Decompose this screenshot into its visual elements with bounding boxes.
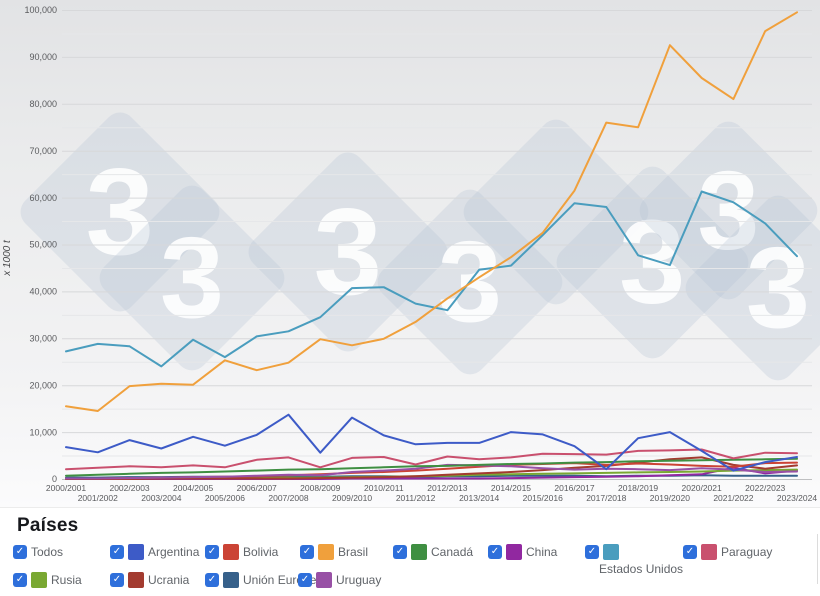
legend-label-china: China bbox=[526, 545, 558, 559]
legend-item-rusia[interactable]: ✓ Rusia bbox=[13, 571, 82, 589]
legend-label-bolivia: Bolivia bbox=[243, 545, 279, 559]
color-swatch-union-europea bbox=[223, 572, 239, 588]
y-tick-label: 20,000 bbox=[29, 380, 57, 390]
x-tick-label: 2016/2017 bbox=[554, 483, 594, 493]
x-tick-label: 2001/2002 bbox=[78, 493, 118, 503]
checkbox-todos[interactable]: ✓ bbox=[13, 545, 27, 559]
color-swatch-canada bbox=[411, 544, 427, 560]
x-tick-label: 2018/2019 bbox=[618, 483, 658, 493]
legend-item-canada[interactable]: ✓ Canadá bbox=[393, 543, 473, 561]
x-tick-label: 2019/2020 bbox=[650, 493, 690, 503]
y-axis-unit-label: x 1000 t bbox=[2, 239, 13, 277]
legend-title: Países bbox=[17, 515, 79, 536]
x-tick-label: 2008/2009 bbox=[300, 483, 340, 493]
y-tick-label: 90,000 bbox=[29, 52, 57, 62]
legend-label-brasil: Brasil bbox=[338, 545, 369, 559]
legend-label-rusia: Rusia bbox=[51, 573, 82, 587]
gridlines bbox=[62, 10, 812, 480]
x-tick-label: 2020/2021 bbox=[682, 483, 722, 493]
line-canada bbox=[65, 457, 798, 477]
y-tick-label: 60,000 bbox=[29, 193, 57, 203]
checkbox-estados-unidos[interactable]: ✓ bbox=[585, 545, 599, 559]
x-tick-label: 2012/2013 bbox=[427, 483, 467, 493]
legend-item-estados-unidos[interactable]: ✓ Estados Unidos bbox=[585, 543, 820, 576]
y-tick-label: 50,000 bbox=[29, 240, 57, 250]
x-tick-label: 2011/2012 bbox=[396, 493, 436, 503]
y-axis-ticks: 0 10,000 20,000 30,000 40,000 50,000 60,000 70,… bbox=[24, 5, 57, 484]
legend-item-bolivia[interactable]: ✓ Bolivia bbox=[205, 543, 278, 561]
legend-item-argentina[interactable]: ✓ Argentina bbox=[110, 543, 199, 561]
color-swatch-argentina bbox=[128, 544, 144, 560]
x-tick-label: 2022/2023 bbox=[745, 483, 785, 493]
y-tick-label: 80,000 bbox=[29, 99, 57, 109]
x-tick-label: 2014/2015 bbox=[491, 483, 531, 493]
line-argentina bbox=[65, 413, 798, 472]
x-tick-label: 2023/2024 bbox=[777, 493, 817, 503]
line-estados-unidos bbox=[65, 190, 798, 368]
checkbox-argentina[interactable]: ✓ bbox=[110, 545, 124, 559]
x-tick-label: 2005/2006 bbox=[205, 493, 245, 503]
x-tick-label: 2010/2011 bbox=[364, 483, 404, 493]
y-tick-label: 40,000 bbox=[29, 287, 57, 297]
checkbox-union-europea[interactable]: ✓ bbox=[205, 573, 219, 587]
legend-scrollbar bbox=[817, 534, 818, 584]
legend-label-canada: Canadá bbox=[431, 545, 474, 559]
x-tick-label: 2000/2001 bbox=[46, 483, 86, 493]
x-tick-label: 2003/2004 bbox=[141, 493, 181, 503]
checkbox-uruguay[interactable]: ✓ bbox=[298, 573, 312, 587]
line-ucrania bbox=[65, 456, 798, 480]
checkbox-paraguay[interactable]: ✓ bbox=[683, 545, 697, 559]
legend-item-china[interactable]: ✓ China bbox=[488, 543, 557, 561]
color-swatch-paraguay bbox=[701, 544, 717, 560]
color-swatch-brasil bbox=[318, 544, 334, 560]
legend-item-ucrania[interactable]: ✓ Ucrania bbox=[110, 571, 189, 589]
color-swatch-uruguay bbox=[316, 572, 332, 588]
line-paraguay bbox=[65, 448, 798, 471]
y-tick-label: 10,000 bbox=[29, 427, 57, 437]
x-tick-label: 2017/2018 bbox=[586, 493, 626, 503]
legend-item-brasil[interactable]: ✓ Brasil bbox=[300, 543, 368, 561]
color-swatch-rusia bbox=[31, 572, 47, 588]
line-chart: 0 10,000 20,000 30,000 40,000 50,000 60,000 70,… bbox=[2, 5, 817, 503]
x-tick-label: 2009/2010 bbox=[332, 493, 372, 503]
x-tick-label: 2007/2008 bbox=[268, 493, 308, 503]
line-brasil bbox=[65, 11, 798, 412]
checkbox-rusia[interactable]: ✓ bbox=[13, 573, 27, 587]
legend-label-paraguay: Paraguay bbox=[721, 545, 773, 559]
y-tick-label: 0 bbox=[52, 474, 57, 484]
color-swatch-bolivia bbox=[223, 544, 239, 560]
checkbox-brasil[interactable]: ✓ bbox=[300, 545, 314, 559]
checkbox-ucrania[interactable]: ✓ bbox=[110, 573, 124, 587]
x-tick-label: 2004/2005 bbox=[173, 483, 213, 493]
x-tick-label: 2002/2003 bbox=[109, 483, 149, 493]
x-tick-label: 2006/2007 bbox=[237, 483, 277, 493]
checkbox-china[interactable]: ✓ bbox=[488, 545, 502, 559]
color-swatch-ucrania bbox=[128, 572, 144, 588]
x-tick-label: 2015/2016 bbox=[523, 493, 563, 503]
y-tick-label: 30,000 bbox=[29, 334, 57, 344]
legend-item-uruguay[interactable]: ✓ Uruguay bbox=[298, 571, 381, 589]
y-tick-label: 100,000 bbox=[24, 5, 57, 15]
legend-label-todos: Todos bbox=[31, 545, 64, 559]
y-tick-label: 70,000 bbox=[29, 146, 57, 156]
legend-label-estados-unidos: Estados Unidos bbox=[599, 562, 684, 576]
x-tick-label: 2013/2014 bbox=[459, 493, 499, 503]
legend-item-todos[interactable]: ✓ Todos bbox=[13, 543, 63, 561]
legend-item-paraguay[interactable]: ✓ Paraguay bbox=[683, 543, 772, 561]
color-swatch-china bbox=[506, 544, 522, 560]
x-axis-ticks: 2000/20012001/20022002/20032003/20042004… bbox=[46, 483, 817, 503]
legend-label-uruguay: Uruguay bbox=[336, 573, 382, 587]
legend-label-ucrania: Ucrania bbox=[148, 573, 190, 587]
color-swatch-estados-unidos bbox=[603, 544, 619, 560]
x-tick-label: 2021/2022 bbox=[713, 493, 753, 503]
legend-items: ✓ Todos ✓ Argentina ✓ Bolivia ✓ Brasil ✓ Canadá ✓ C… bbox=[0, 508, 820, 588]
legend-panel: Países ✓ Todos ✓ Argentina ✓ Bolivia ✓ Brasil ✓ C… bbox=[0, 507, 820, 596]
checkbox-bolivia[interactable]: ✓ bbox=[205, 545, 219, 559]
checkbox-canada[interactable]: ✓ bbox=[393, 545, 407, 559]
legend-label-argentina: Argentina bbox=[148, 545, 200, 559]
